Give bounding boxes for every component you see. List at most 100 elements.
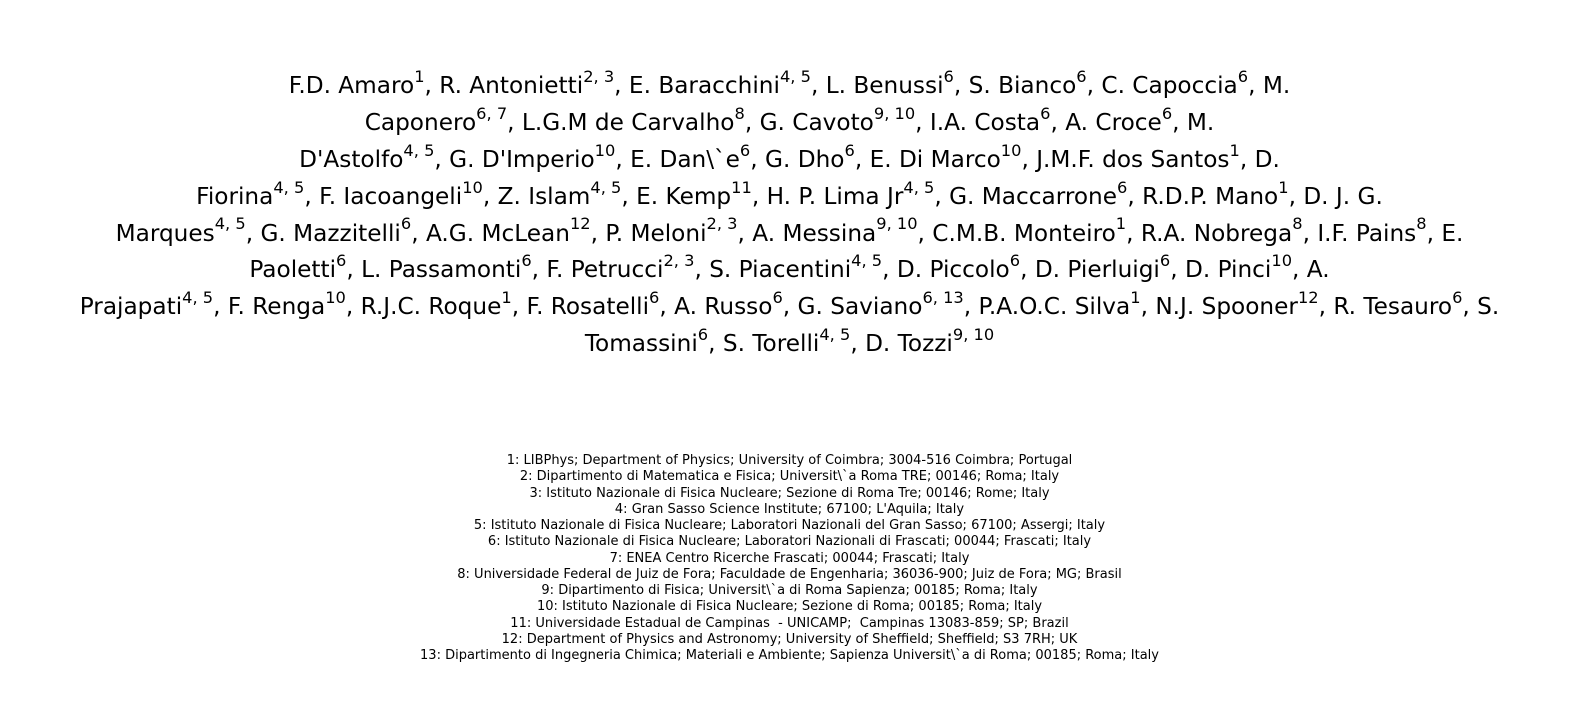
author-entry: F. Petrucci2, 3, (546, 253, 709, 284)
author-affiliation-marker: 4, 5 (851, 251, 883, 271)
author-name: R.J.C. Roque (360, 293, 502, 321)
author-entry: S. Bianco6, (969, 68, 1102, 99)
author-separator: , (850, 330, 866, 358)
author-separator: , (708, 330, 723, 358)
author-name: H. P. Lima Jr (766, 182, 904, 210)
author-name: P. Meloni (605, 219, 707, 247)
author-name: S. Torelli (722, 330, 820, 358)
author-separator: , (1170, 256, 1185, 284)
author-name: L.G.M de Carvalho (521, 108, 735, 136)
author-entry: G. Maccarrone6, (949, 179, 1142, 210)
author-line: F.D. Amaro1, R. Antonietti2, 3, E. Barac… (0, 68, 1579, 105)
author-name: N.J. Spooner (1155, 293, 1298, 321)
author-entry: G. Dho6, (765, 142, 870, 173)
author-name: D. Pinci (1184, 256, 1272, 284)
affiliation-list: 1: LIBPhys; Department of Physics; Unive… (0, 453, 1579, 664)
author-name: A. Russo (674, 293, 773, 321)
author-affiliation-marker: 10 (1000, 140, 1022, 160)
author-entry: E. Kemp11, (636, 179, 766, 210)
author-entry: D'Astolfo4, 5, (299, 142, 449, 173)
author-name: R.A. Nobrega (1140, 219, 1293, 247)
author-name: G. D'Imperio (449, 145, 595, 173)
author-name: F. Renga (227, 293, 326, 321)
author-name: Tomassini (584, 330, 698, 358)
author-affiliation-marker: 1 (501, 288, 512, 308)
author-affiliation-marker: 10 (1271, 251, 1293, 271)
author-affiliation-marker: 1 (1130, 288, 1141, 308)
author-affiliation-marker: 11 (731, 177, 752, 197)
affiliation-item: 9: Dipartimento di Fisica; Universit\`a … (541, 583, 1038, 598)
author-entry: R.J.C. Roque1, (360, 290, 527, 321)
author-entry: J.M.F. dos Santos1, (1036, 142, 1254, 173)
author-line: Fiorina4, 5, F. Iacoangeli10, Z. Islam4,… (0, 179, 1579, 216)
author-affiliation-marker: 6 (943, 66, 954, 86)
author-affiliation-marker: 12 (569, 214, 591, 234)
author-separator: , (782, 293, 798, 321)
author-name: Paoletti (249, 256, 337, 284)
author-affiliation-marker: 6 (1159, 251, 1171, 271)
author-line: Caponero6, 7, L.G.M de Carvalho8, G. Cav… (0, 105, 1579, 142)
author-separator: , (213, 293, 228, 321)
author-entry: D. Pierluigi6, (1035, 253, 1185, 284)
author-entry: Fiorina4, 5, (196, 179, 319, 210)
author-separator: , (245, 219, 261, 247)
affiliation-item: 12: Department of Physics and Astronomy;… (501, 631, 1078, 647)
author-separator: , (615, 145, 631, 173)
author-affiliation-marker: 6, 13 (922, 288, 964, 308)
affiliation-item: 8: Universidade Federal de Juiz de Fora;… (457, 566, 1122, 582)
author-entry: G. Cavoto9, 10, (760, 105, 930, 136)
author-separator: , (345, 293, 361, 321)
author-name: A. (1306, 256, 1330, 284)
author-separator: , (1021, 145, 1037, 173)
author-name: D. J. G. (1303, 182, 1383, 210)
author-separator: , (1462, 293, 1478, 321)
author-separator: , (1086, 72, 1102, 99)
author-affiliation-marker: 4, 5 (903, 177, 935, 197)
author-entry: D. J. G. (1303, 183, 1383, 210)
author-separator: , (1140, 293, 1156, 321)
author-affiliation-marker: 6 (1117, 177, 1128, 197)
author-name: F.D. Amaro (288, 72, 415, 99)
author-entry: E. Di Marco10, (870, 142, 1037, 173)
author-separator: , (854, 145, 870, 173)
author-entry: A.G. McLean12, (426, 216, 605, 247)
author-list: F.D. Amaro1, R. Antonietti2, 3, E. Barac… (0, 68, 1579, 363)
author-separator: , (1318, 293, 1334, 321)
author-affiliation-marker: 4, 5 (590, 177, 622, 197)
author-affiliation-marker: 6 (1237, 66, 1249, 86)
author-affiliation-marker: 9, 10 (952, 325, 995, 345)
author-name: G. Mazzitelli (260, 219, 401, 247)
author-entry: R. Antonietti2, 3, (439, 68, 629, 99)
author-name: E. (1441, 219, 1464, 247)
author-name: R. Antonietti (439, 72, 584, 99)
author-separator: , (1020, 256, 1035, 284)
author-line: Tomassini6, S. Torelli4, 5, D. Tozzi9, 1… (0, 326, 1579, 363)
author-name: P.A.O.C. Silva (978, 293, 1131, 321)
author-name: D'Astolfo (299, 145, 404, 173)
affiliation-item: 10: Istituto Nazionale di Fisica Nuclear… (536, 599, 1043, 615)
author-name: I.A. Costa (929, 108, 1041, 136)
author-affiliation-marker: 12 (1297, 288, 1319, 308)
author-affiliation-marker: 6 (772, 288, 783, 308)
author-affiliation-marker: 8 (1292, 214, 1303, 234)
affiliation-item: 11: Universidade Estadual de Campinas - … (510, 615, 1069, 631)
affiliation-item: 1: LIBPhys; Department of Physics; Unive… (506, 453, 1073, 468)
author-separator: , (507, 108, 522, 136)
author-name: D. Piccolo (896, 256, 1010, 284)
author-separator: , (346, 256, 362, 284)
author-affiliation-marker: 4, 5 (819, 325, 851, 345)
author-separator: , (934, 182, 950, 210)
author-entry: S. Piacentini4, 5, (709, 253, 897, 284)
affiliation-item: 3: Istituto Nazionale di Fisica Nucleare… (529, 485, 1050, 501)
author-name: M. (1262, 72, 1291, 99)
author-affiliation-marker: 6 (649, 288, 660, 308)
author-name: Marques (115, 219, 215, 247)
author-affiliation-marker: 4, 5 (403, 140, 435, 160)
author-affiliation-marker: 6 (336, 251, 347, 271)
author-affiliation-marker: 4, 5 (779, 66, 811, 86)
author-separator: , (953, 72, 969, 99)
author-separator: , (917, 219, 933, 247)
author-entry: A. (1307, 256, 1330, 283)
author-affiliation-marker: 6, 7 (476, 103, 508, 123)
author-name: S. (1477, 293, 1500, 321)
